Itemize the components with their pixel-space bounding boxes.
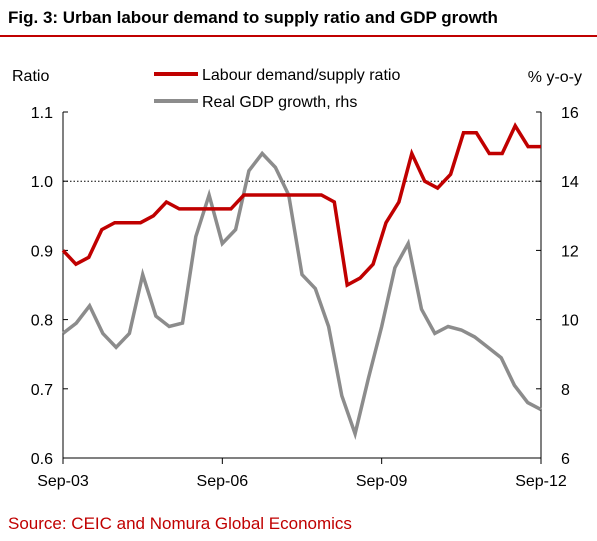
y2-tick-label: 10 (561, 313, 579, 330)
legend-label-demand-supply: Labour demand/supply ratio (202, 67, 400, 84)
y-tick-label: 0.6 (31, 451, 53, 468)
source-note: Source: CEIC and Nomura Global Economics (8, 514, 352, 533)
series-line-demand-supply (61, 122, 541, 288)
y-axis-label: Ratio (12, 68, 49, 85)
x-tick-label: Sep-06 (197, 473, 249, 490)
y-tick-label: 0.9 (31, 243, 53, 260)
y-tick-label: 0.8 (31, 313, 53, 330)
x-tick-label: Sep-09 (356, 473, 408, 490)
x-tick-label: Sep-03 (37, 473, 89, 490)
x-tick-label: Sep-12 (515, 473, 567, 490)
y-tick-label: 1.1 (31, 105, 53, 122)
series-line-gdp-growth (61, 150, 542, 441)
y-tick-label: 0.7 (31, 382, 53, 399)
title-rule (0, 35, 597, 37)
legend-label-gdp-growth: Real GDP growth, rhs (202, 94, 357, 111)
y-tick-label: 1.0 (31, 174, 53, 191)
y2-tick-label: 12 (561, 243, 579, 260)
y2-axis-label: % y-o-y (528, 69, 582, 86)
y2-tick-label: 8 (561, 382, 570, 399)
plot-area (61, 122, 542, 441)
y2-tick-label: 6 (561, 451, 570, 468)
axes: 0.6 0.7 0.8 0.9 1.0 1.1 6 8 10 12 14 16 Sep-03 Sep-06… (31, 105, 579, 490)
legend: Labour demand/supply ratio Real GDP grow… (154, 67, 400, 111)
figure-title: Fig. 3: Urban labour demand to supply ra… (8, 8, 498, 27)
y2-tick-label: 16 (561, 105, 579, 122)
y2-tick-label: 14 (561, 174, 579, 191)
